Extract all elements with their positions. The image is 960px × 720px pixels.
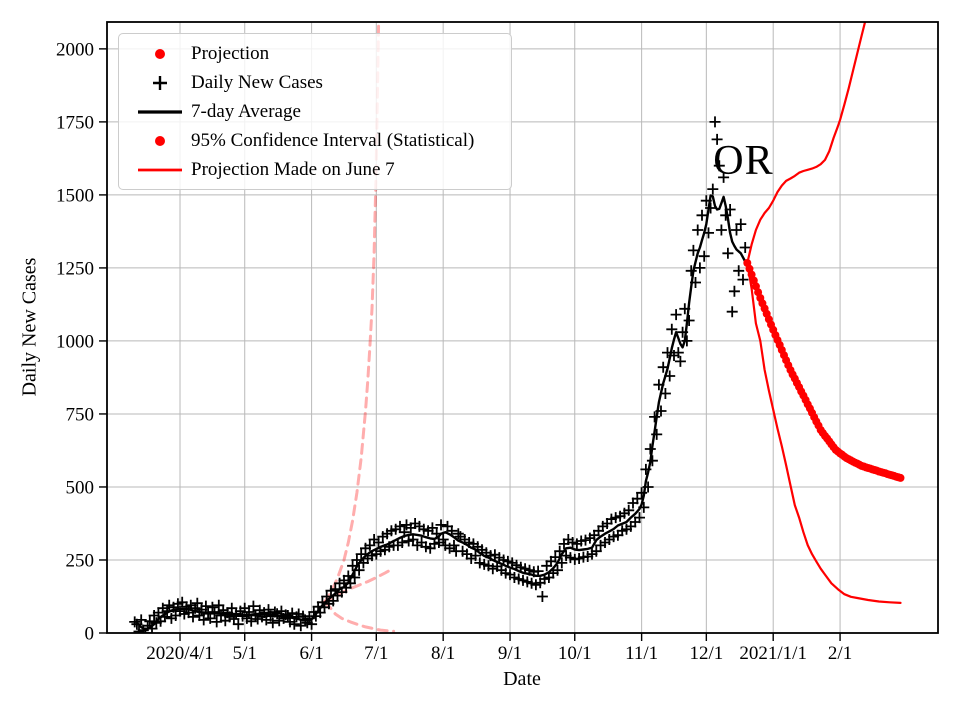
series-june7_lower [323,600,396,633]
legend-item-projection-june7: Projection Made on June 7 [129,155,501,184]
y-tick-label: 250 [66,550,95,571]
legend-item-projection: Projection [129,39,501,68]
y-tick-label: 0 [85,624,95,645]
series-projection [743,259,905,482]
red-dot-icon [129,131,191,151]
y-tick-label: 1250 [56,258,94,279]
x-axis-label: Date [503,668,541,690]
y-axis-label: Daily New Cases [18,257,41,397]
y-tick-label: 500 [66,477,95,498]
legend-label: 7-day Average [191,100,301,122]
y-tick-label: 1000 [56,331,94,352]
x-tick-label: 9/1 [498,643,522,664]
x-tick-label: 5/1 [233,643,257,664]
legend-label: Projection [191,42,270,64]
plot-border [106,21,939,634]
legend: Projection Daily New Cases 7-day Average… [118,33,512,190]
red-line-icon [129,160,191,180]
x-tick-label: 2/1 [828,643,852,664]
x-tick-label: 2020/4/1 [146,643,214,664]
y-tick-label: 2000 [56,39,94,60]
x-tick-label: 6/1 [299,643,323,664]
plus-marker-icon [129,73,191,93]
x-tick-label: 12/1 [689,643,723,664]
y-tick-label: 750 [66,404,95,425]
x-tick-label: 10/1 [558,643,592,664]
series-ci_upper [746,22,867,265]
projection-dot [896,473,905,482]
legend-item-confidence-interval: 95% Confidence Interval (Statistical) [129,126,501,155]
series-ci_lower [746,261,902,604]
x-tick-label: 8/1 [431,643,455,664]
x-tick-label: 2021/1/1 [739,643,807,664]
y-tick-label: 1750 [56,112,94,133]
series-june7_center [323,566,396,604]
legend-item-7day-average: 7-day Average [129,97,501,126]
x-tick-label: 11/1 [625,643,658,664]
legend-label: 95% Confidence Interval (Statistical) [191,129,475,151]
legend-label: Projection Made on June 7 [191,158,395,180]
series-daily_new_cases [129,116,751,633]
legend-item-daily-new-cases: Daily New Cases [129,68,501,97]
black-line-icon [129,102,191,122]
red-dot-icon [129,44,191,64]
x-tick-label: 7/1 [364,643,388,664]
series-june7_upper [323,22,381,604]
legend-label: Daily New Cases [191,71,323,93]
y-tick-label: 1500 [56,185,94,206]
annotation-or: OR [713,137,774,184]
